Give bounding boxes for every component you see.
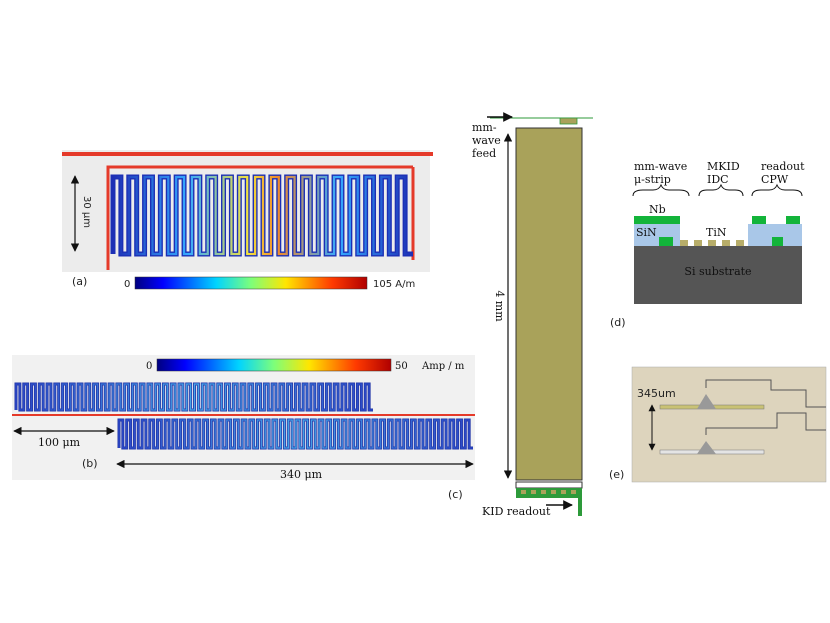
panel-e-coupler-upper <box>697 394 716 409</box>
panel-c-readout-line <box>578 498 582 516</box>
panel-c-feed-label: mm- wave feed <box>472 121 504 160</box>
panel-a-colorbar <box>134 276 368 290</box>
panel-a-frame-inner <box>106 165 413 270</box>
panel-d-label: (d) <box>610 316 626 329</box>
panel-d-tin-fingers <box>680 240 744 246</box>
panel-b-label: (b) <box>82 457 98 470</box>
panel-c-kid-finger <box>531 490 536 494</box>
panel-c-kid-finger <box>561 490 566 494</box>
panel-c-kid-fingers <box>521 490 576 494</box>
panel-d-brace-1 <box>632 183 690 197</box>
panel-b-upper-path-core <box>15 383 373 411</box>
panel-d-sin-label: SiN <box>636 226 657 239</box>
panel-d-brace-3 <box>751 183 803 197</box>
panel-d-sin-right <box>748 224 802 246</box>
panel-b-dim-short: 100 μm <box>38 436 81 449</box>
panel-d-substrate <box>634 246 802 304</box>
panel-d-nb-ground <box>659 237 673 246</box>
panel-b-unit: Amp / m <box>421 361 465 372</box>
panel-c-length-label: 4 mm <box>493 290 506 322</box>
panel-c-label: (c) <box>448 488 463 501</box>
panel-b-meander-lower <box>117 418 473 450</box>
panel-d-cpw-left <box>752 216 766 224</box>
panel-e: 345um (e) <box>609 366 827 483</box>
panel-d: mm-wave μ-strip MKID IDC readout CPW Si sub… <box>610 160 805 329</box>
panel-d-substrate-label: Si substrate <box>684 265 751 278</box>
panel-d-brace-2 <box>698 183 744 197</box>
panel-a: 30 μm (a) 0 105 A/m <box>62 150 433 290</box>
panel-c-readout-label: KID readout <box>482 505 551 518</box>
panel-b-lower-path-core <box>118 419 473 449</box>
panel-b-meander-upper <box>14 382 373 412</box>
panel-d-tin-label: TiN <box>706 226 727 239</box>
panel-d-cpw-right <box>786 216 800 224</box>
panel-c-kid-finger <box>541 490 546 494</box>
panel-d-cpw-center <box>772 237 783 246</box>
panel-a-label: (a) <box>72 275 87 288</box>
panel-e-label: (e) <box>609 468 624 481</box>
panel-c-detector-body <box>515 127 583 481</box>
panel-b-colorbar-min: 0 <box>146 361 152 372</box>
panel-c-kid-finger <box>521 490 526 494</box>
panel-c-feed-pad <box>559 117 578 125</box>
panel-b-colorbar-max: 50 <box>395 361 408 372</box>
panel-e-feedline-upper <box>705 379 826 408</box>
panel-c-kid-finger <box>551 490 556 494</box>
panel-d-heading-cpw: readout CPW <box>761 160 805 186</box>
panel-b: 0 50 Amp / m 100 μm (b) 340 μm <box>12 355 475 481</box>
panel-b-dim-long: 340 μm <box>280 468 323 481</box>
panel-e-dimension-label: 345um <box>637 387 676 400</box>
panel-e-feedline-lower <box>705 412 826 435</box>
panel-a-colorbar-min: 0 <box>124 279 130 290</box>
panel-e-background <box>631 366 827 483</box>
panel-b-colorbar <box>156 358 392 372</box>
panel-a-dimension-label: 30 μm <box>81 196 92 228</box>
panel-d-nb-strip <box>634 216 680 224</box>
panel-a-meander <box>110 174 413 257</box>
panel-c: mm- wave feed 4 mm KID readout (c) <box>448 112 593 518</box>
panel-a-meander-path-core <box>111 175 413 256</box>
panel-d-nb-label: Nb <box>649 203 666 216</box>
panel-c-kid-finger <box>571 490 576 494</box>
panel-e-coupler-lower <box>697 441 716 454</box>
panel-d-heading-idc: MKID IDC <box>707 160 740 186</box>
panel-d-heading-microstrip: mm-wave μ-strip <box>634 160 687 186</box>
panel-b-background <box>12 355 475 480</box>
panel-a-colorbar-max: 105 A/m <box>373 279 415 290</box>
panel-c-gap <box>515 481 583 489</box>
panel-c-kid-resonator <box>516 488 582 498</box>
